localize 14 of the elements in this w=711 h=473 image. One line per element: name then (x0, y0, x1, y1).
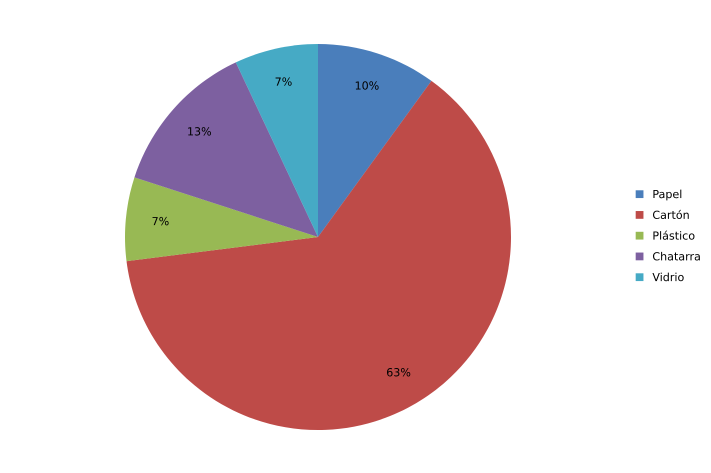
legend-label: Cartón (652, 210, 689, 219)
legend-label: Chatarra (652, 252, 700, 260)
legend-label: Plástico (653, 230, 694, 240)
pie-slice (236, 44, 318, 237)
data-label: 7% (152, 216, 169, 226)
legend-label: Vidrio (652, 272, 684, 282)
data-label: 63% (386, 368, 410, 376)
pie-slice (125, 177, 318, 262)
pie-slice (318, 44, 432, 237)
pie-slice (134, 62, 318, 237)
data-label: 10% (356, 81, 379, 90)
legend-label: Papel (653, 190, 682, 200)
data-label: 13% (188, 127, 212, 136)
data-label: 7% (276, 77, 292, 86)
